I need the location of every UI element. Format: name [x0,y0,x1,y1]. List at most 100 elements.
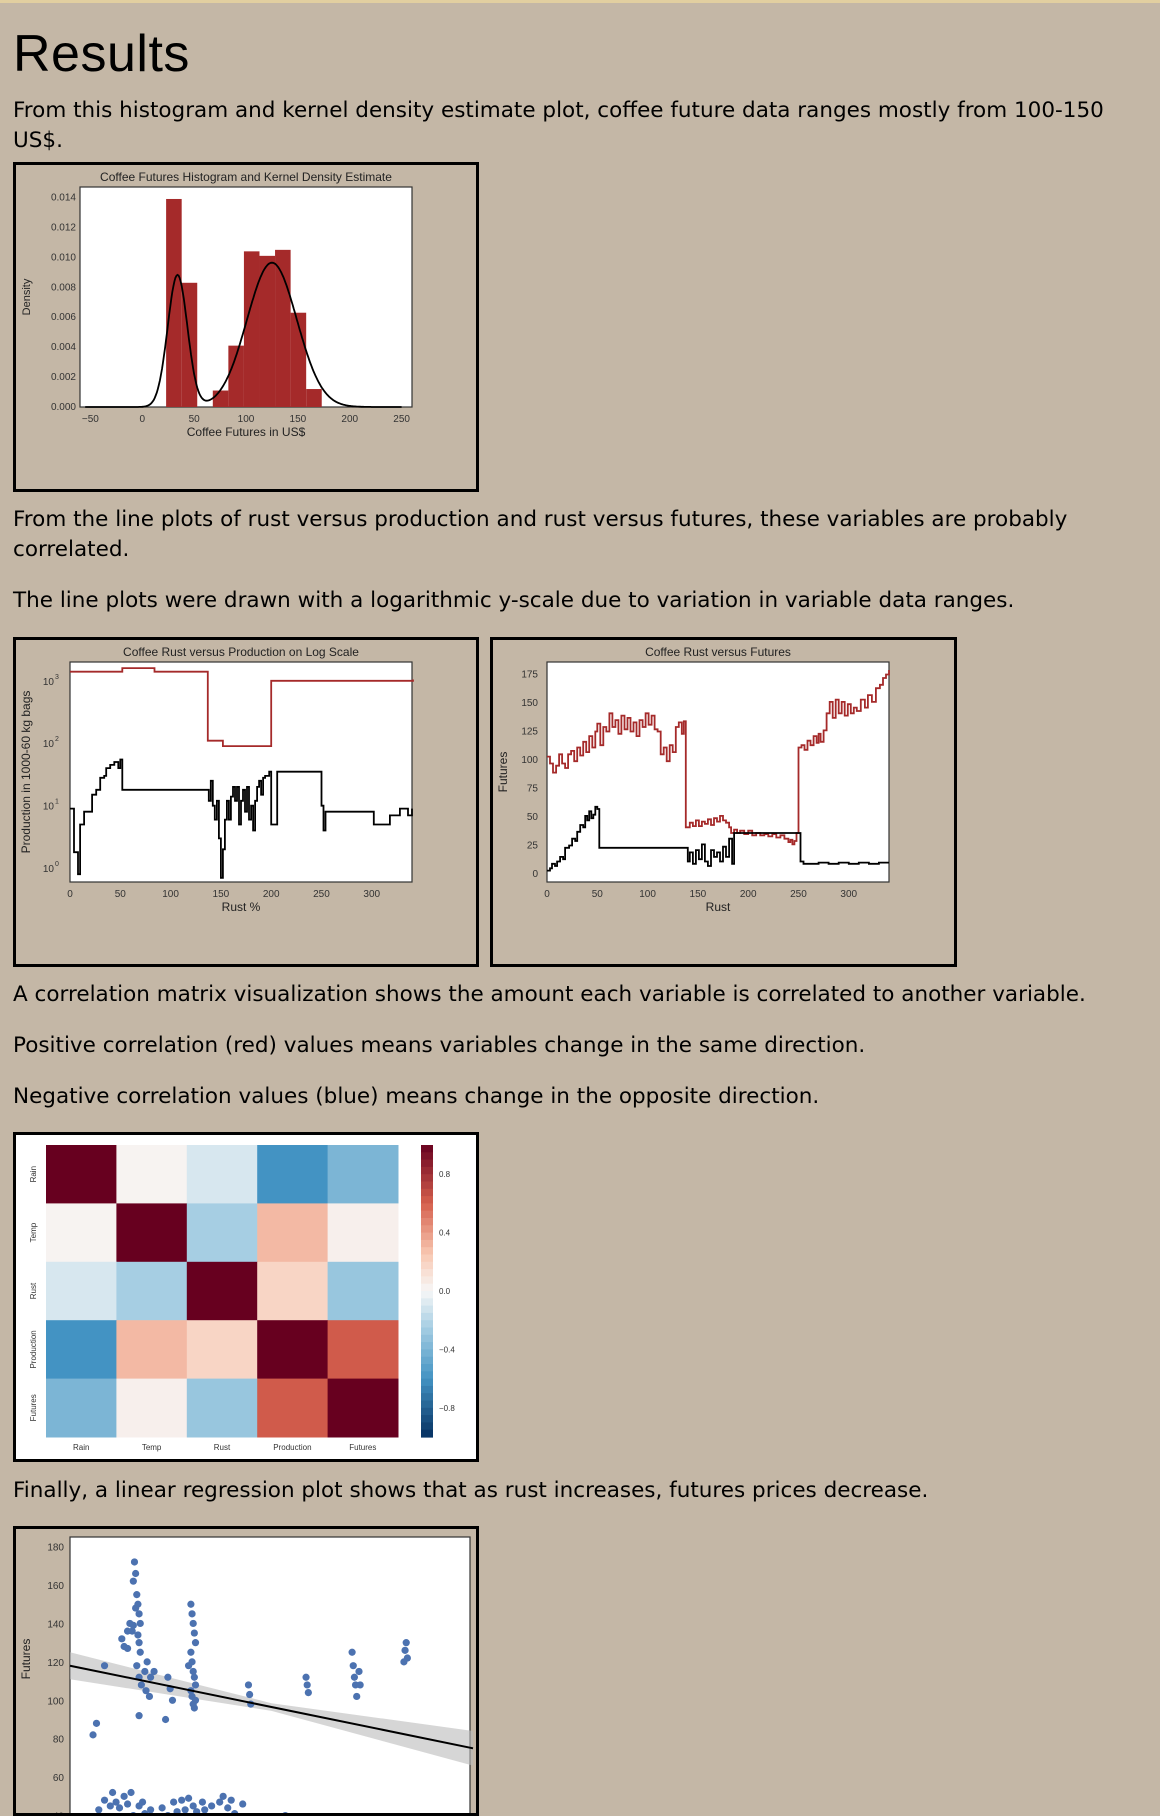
y-tick-label: 100 [521,755,538,766]
scatter-point [127,1788,135,1797]
scatter-point [239,1800,247,1808]
x-tick-label: Production [273,1443,311,1452]
y-tick-label: Temp [29,1222,38,1242]
colorbar-segment [421,1247,433,1256]
scatter-point [208,1802,216,1810]
colorbar-segment [421,1145,433,1153]
y-tick-label: 25 [527,840,539,851]
chart-title: Coffee Rust versus Production on Log Sca… [123,645,359,659]
y-tick-label: Futures [29,1394,38,1421]
scatter-point [401,1646,409,1654]
scatter-point [190,1704,198,1712]
x-tick-label: 200 [341,414,358,425]
scatter-point [137,1681,145,1689]
y-tick-label: 0.014 [51,192,76,203]
scatter-point [161,1715,170,1724]
scatter-point [142,1687,150,1695]
scatter-point [356,1681,364,1689]
scatter-point [348,1648,356,1656]
x-axis-label: Rust [706,900,731,914]
scatter-point [187,1648,195,1656]
scatter-point [132,1604,140,1612]
scatter-point [123,1644,132,1653]
kde-curve [85,261,402,408]
scatter-point [141,1667,149,1676]
colorbar-segment [421,1152,433,1161]
colorbar-segment [421,1356,433,1365]
colorbar-segment [421,1407,433,1416]
colorbar-segment [421,1232,433,1241]
y-tick-label: 140 [47,1619,64,1630]
heatmap-cell [327,1203,399,1263]
rust-futures-figure: 0 50 100 150 200 250 300 0 25 50 75 100 125 150 175 Cof… [490,637,957,967]
heatmap-cell [257,1378,329,1438]
colorbar-segment [421,1196,433,1204]
x-tick-label: 250 [790,889,807,900]
scatter-point [150,1667,158,1676]
regression-line [69,1664,474,1750]
scatter-point [129,1577,137,1585]
histogram-figure: −50 0 50 100 150 200 250 0.000 0.002 0.004 0.006 0.… [13,162,479,492]
scatter-point [189,1667,197,1676]
y-tick-exponent: 1 [55,799,59,806]
colorbar-segment [421,1218,433,1226]
scatter-point [303,1681,311,1689]
y-tick-exponent: 0 [55,861,59,868]
colorbar-segment [421,1188,433,1197]
series-line-red [547,670,890,846]
colorbar-segment [421,1429,433,1438]
x-tick-label: 100 [639,889,656,900]
y-tick-label: 0 [532,869,538,880]
colorbar-segment [421,1254,433,1263]
colorbar-tick-label: −0.4 [439,1345,455,1354]
top-accent-line [0,0,1160,3]
paragraph-log-scale: The line plots were drawn with a logarit… [13,588,1015,613]
x-tick-label: −50 [82,414,99,425]
paragraph-positive-correlation: Positive correlation (red) values means … [13,1033,866,1058]
page-title: Results [13,25,190,83]
scatter-point [89,1731,97,1739]
series-line-black [70,758,413,879]
heatmap-cell [186,1320,258,1380]
colorbar-segment [421,1305,433,1314]
scatter-point [100,1796,109,1804]
correlation-heatmap-figure: Rain Rain Temp Temp Rust Rust Production Produc… [13,1132,479,1462]
x-axis-label: Rust % [222,900,261,914]
colorbar-segment [421,1422,433,1431]
regression-figure: 40 60 80 100 120 140 160 180 Futures [13,1526,479,1816]
scatter-point [145,1692,154,1701]
x-tick-label: Rain [73,1443,89,1452]
x-tick-label: 0 [67,889,73,900]
colorbar-segment [421,1415,433,1423]
y-axis-label: Futures [496,752,510,793]
scatter-point [191,1639,200,1647]
heatmap-cell [257,1320,329,1380]
scatter-point [135,1610,143,1618]
scatter-point [133,1591,141,1599]
chart-title: Coffee Rust versus Futures [645,645,791,659]
colorbar-segment [421,1364,433,1372]
confidence-band [70,1652,473,1766]
scatter-point [123,1800,132,1808]
x-tick-label: Temp [142,1443,162,1452]
x-tick-label: 50 [115,889,127,900]
scatter-point [302,1673,310,1681]
scatter-point [191,1681,200,1689]
scatter-point [355,1667,363,1676]
scatter-point [136,1648,144,1656]
x-tick-label: 200 [740,889,757,900]
heatmap-cell [186,1203,258,1263]
y-tick-label: 0.012 [51,222,76,233]
paragraph-line-plots: From the line plots of rust versus produ… [13,507,1068,562]
y-tick-label: 150 [521,698,538,709]
colorbar-segment [421,1166,433,1175]
scatter-point [134,1631,142,1639]
scatter-point [109,1788,117,1797]
y-tick-label: 0.002 [51,372,76,383]
scatter-point [115,1804,124,1812]
y-tick-label: 0.000 [51,402,76,413]
scatter-point [244,1681,253,1689]
scatter-point [133,1662,141,1670]
scatter-point [143,1658,151,1666]
